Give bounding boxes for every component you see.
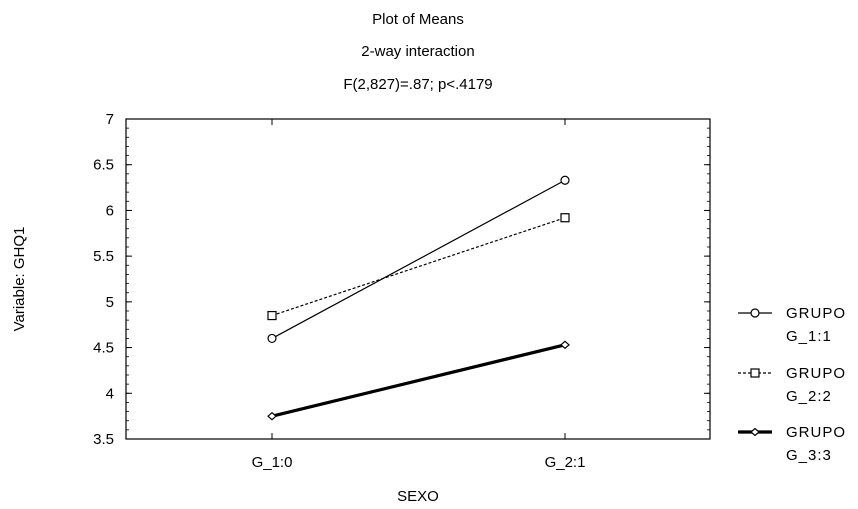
legend-sublabel-2: G_2:2	[786, 388, 832, 405]
chart-subtitle: 2-way interaction	[361, 43, 474, 60]
y-tick-label: 6.5	[93, 157, 114, 174]
legend-label-1: GRUPO	[786, 305, 846, 322]
legend-marker-1	[750, 308, 760, 318]
y-axis: 3.5 4 4.5 5 5.5 6 6.5 7	[93, 111, 710, 448]
legend-marker-2	[750, 368, 760, 378]
series-1-point	[560, 175, 570, 185]
y-tick-label: 5	[106, 294, 114, 311]
chart-title: Plot of Means	[372, 11, 464, 28]
series-line-1	[271, 179, 566, 339]
series-line-3	[271, 343, 566, 418]
y-tick-label: 5.5	[93, 248, 114, 265]
y-tick-label: 4.5	[93, 340, 114, 357]
legend-label-2: GRUPO	[786, 365, 846, 382]
series-line-2	[271, 217, 566, 317]
legend-marker-3	[750, 427, 760, 437]
series-3-point	[560, 340, 570, 350]
y-tick-label: 4	[106, 385, 114, 402]
legend-sublabel-3: G_3:3	[786, 447, 832, 464]
x-axis: G_1:0 G_2:1	[252, 119, 586, 471]
y-tick-label: 7	[106, 111, 114, 128]
y-axis-title: Variable: GHQ1	[11, 227, 28, 332]
x-tick-label: G_1:0	[252, 454, 293, 471]
legend-sublabel-1: G_1:1	[786, 328, 832, 345]
y-tick-label: 6	[106, 202, 114, 219]
legend: GRUPO G_1:1 GRUPO G_2:2 GRUPO G_3:3	[738, 305, 846, 464]
chart-statistic: F(2,827)=.87; p<.4179	[343, 76, 492, 93]
x-tick-label: G_2:1	[545, 454, 586, 471]
legend-label-3: GRUPO	[786, 424, 846, 441]
series-3-point	[267, 411, 277, 421]
series-layer	[267, 175, 570, 421]
y-tick-label: 3.5	[93, 431, 114, 448]
series-2-point	[267, 310, 277, 321]
x-axis-title: SEXO	[397, 488, 439, 505]
series-1-point	[267, 333, 277, 344]
plot-area	[125, 118, 711, 440]
series-2-point	[560, 213, 570, 223]
